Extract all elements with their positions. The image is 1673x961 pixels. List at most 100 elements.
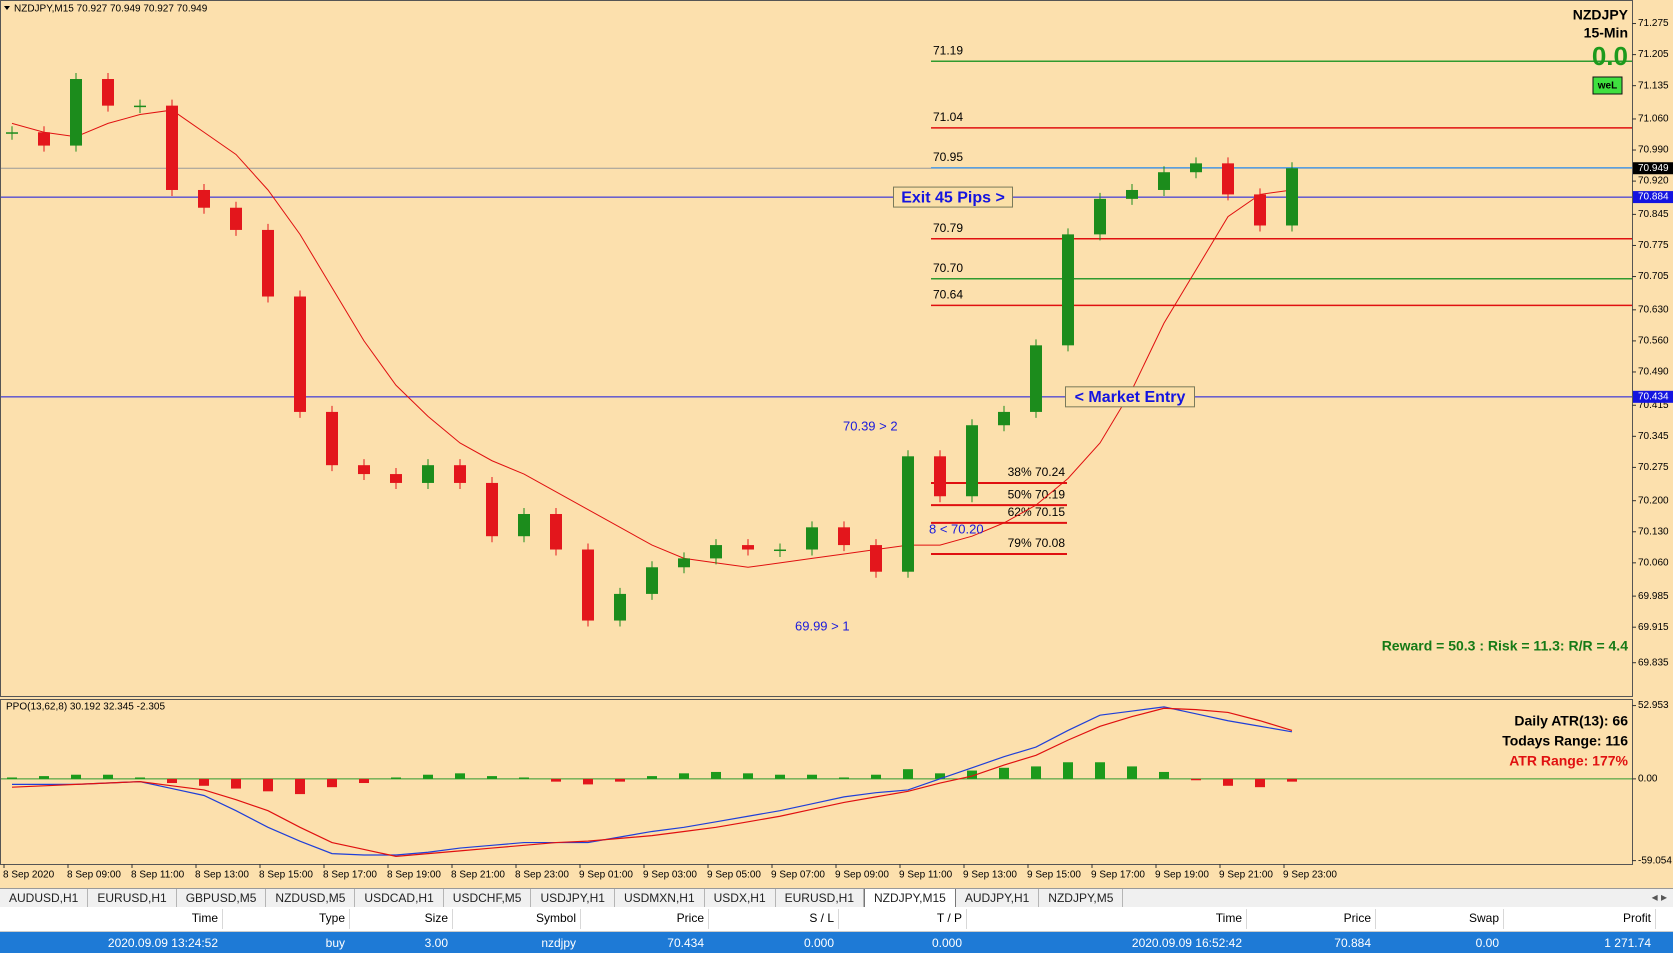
y-tick-label: 70.490 <box>1638 367 1669 378</box>
menu-arrow[interactable] <box>4 6 10 10</box>
x-tick-label: 9 Sep 19:00 <box>1155 870 1209 881</box>
chart-tab[interactable]: USDCAD,H1 <box>355 889 444 908</box>
histogram-bar <box>295 778 305 795</box>
column-separator[interactable] <box>222 909 223 929</box>
main-panel <box>0 0 1633 697</box>
histogram-bar <box>647 776 657 779</box>
annotation-box <box>893 186 1013 208</box>
x-tick-label: 8 Sep 21:00 <box>451 870 505 881</box>
y-tick-label: 70.560 <box>1638 336 1669 347</box>
histogram-bar <box>935 773 945 779</box>
column-separator[interactable] <box>349 909 350 929</box>
indicator-info: Todays Range: 116 <box>1502 733 1628 749</box>
candle <box>198 189 210 208</box>
column-separator[interactable] <box>966 909 967 929</box>
y-tick-label: 70.345 <box>1638 431 1669 442</box>
histogram-bar <box>39 776 49 779</box>
candle <box>486 482 498 537</box>
x-tick-label: 8 Sep 09:00 <box>67 870 121 881</box>
x-tick-label: 9 Sep 09:00 <box>835 870 889 881</box>
histogram-bar <box>327 778 337 788</box>
x-tick-label: 9 Sep 11:00 <box>899 870 953 881</box>
column-separator[interactable] <box>1503 909 1504 929</box>
chart-tab[interactable]: EURUSD,H1 <box>776 889 864 908</box>
candle <box>1094 198 1106 235</box>
histogram-bar <box>807 774 817 779</box>
chart-tab[interactable]: GBPUSD,M5 <box>177 889 267 908</box>
candle <box>902 456 914 572</box>
chart-tab[interactable]: NZDJPY,M15 <box>864 889 956 909</box>
trade-row[interactable]: 2020.09.09 13:24:52 buy 3.00 nzdjpy 70.434 0.… <box>0 932 1673 953</box>
candle <box>646 567 658 594</box>
x-tick-label: 9 Sep 03:00 <box>643 870 697 881</box>
candle <box>454 465 466 483</box>
reward-risk: Reward = 50.3 : Risk = 11.3: R/R = 4.4 <box>1382 638 1629 654</box>
chart-tab[interactable]: USDX,H1 <box>705 889 776 908</box>
candle <box>838 527 850 546</box>
column-separator[interactable] <box>708 909 709 929</box>
column-separator[interactable] <box>838 909 839 929</box>
histogram-bar <box>135 777 145 779</box>
wel-button-label[interactable]: weL <box>1597 81 1617 92</box>
candle <box>870 545 882 572</box>
chart-tab[interactable]: AUDJPY,H1 <box>956 889 1040 908</box>
x-tick-label: 8 Sep 23:00 <box>515 870 569 881</box>
x-tick-label: 9 Sep 01:00 <box>579 870 633 881</box>
x-tick-label: 8 Sep 2020 <box>3 870 55 881</box>
annotation: 8 < 70.20 <box>929 521 984 536</box>
wel-button[interactable] <box>1592 76 1623 95</box>
scroll-arrows[interactable]: ◂ ▸ <box>1651 890 1667 904</box>
tab-bar: AUDUSD,H1 EURUSD,H1 GBPUSD,M5 NZDUSD,M5 USDC… <box>0 888 1673 909</box>
y-tick-label: 70.920 <box>1638 176 1669 187</box>
candle <box>1254 194 1266 226</box>
histogram-bar <box>743 773 753 779</box>
y-tick-label: 71.275 <box>1638 18 1669 29</box>
price-marker-label: 70.434 <box>1638 391 1669 402</box>
table-header: Time Type Size Symbol Price S / L T / P Time Pri… <box>0 907 1673 932</box>
chart-tab[interactable]: EURUSD,H1 <box>88 889 177 908</box>
histogram-bar <box>263 778 273 792</box>
chart-tab[interactable]: USDCHF,M5 <box>444 889 532 908</box>
histogram-bar <box>551 778 561 782</box>
cell: 2020.09.09 13:24:52 <box>107 936 218 950</box>
price-marker-label: 70.949 <box>1638 163 1669 174</box>
column-separator[interactable] <box>1655 909 1656 929</box>
x-tick-label: 8 Sep 17:00 <box>323 870 377 881</box>
column-header: Time <box>1215 911 1242 925</box>
chart-tab[interactable]: NZDJPY,M5 <box>1039 889 1124 908</box>
column-header: Type <box>318 911 345 925</box>
chart-tab[interactable]: AUDUSD,H1 <box>0 889 89 908</box>
chart-tab[interactable]: USDMXN,H1 <box>615 889 705 908</box>
y-tick-label: -59.054 <box>1638 855 1672 866</box>
column-header: Profit <box>1622 911 1651 925</box>
symbol: NZDJPY <box>1573 7 1629 23</box>
candle <box>774 549 786 552</box>
histogram-bar <box>487 776 497 779</box>
histogram-bar <box>455 773 465 779</box>
candle <box>742 545 754 550</box>
moving-average <box>11 109 1293 568</box>
y-tick-label: 70.630 <box>1638 304 1669 315</box>
counter: 0.0 <box>1592 41 1628 71</box>
chart-tab[interactable]: USDJPY,H1 <box>531 889 615 908</box>
histogram-bar <box>775 774 785 779</box>
candle <box>6 132 18 134</box>
level-label: 70.64 <box>933 288 963 302</box>
candle <box>134 105 146 108</box>
candle <box>262 229 274 297</box>
column-separator[interactable] <box>1375 909 1376 929</box>
histogram-bar <box>711 771 721 779</box>
column-separator[interactable] <box>452 909 453 929</box>
fib-label: 79% 70.08 <box>1008 536 1066 550</box>
timeframe: 15-Min <box>1584 25 1628 41</box>
column-separator[interactable] <box>1246 909 1247 929</box>
annotation-box-label: < Market Entry <box>1075 389 1186 406</box>
histogram-bar <box>679 773 689 779</box>
column-separator[interactable] <box>580 909 581 929</box>
price-marker <box>1633 162 1673 175</box>
chart-tab[interactable]: NZDUSD,M5 <box>266 889 356 908</box>
level-label: 70.79 <box>933 221 963 235</box>
histogram-bar <box>967 770 977 779</box>
histogram-bar <box>103 774 113 779</box>
level-label: 70.70 <box>933 261 963 275</box>
